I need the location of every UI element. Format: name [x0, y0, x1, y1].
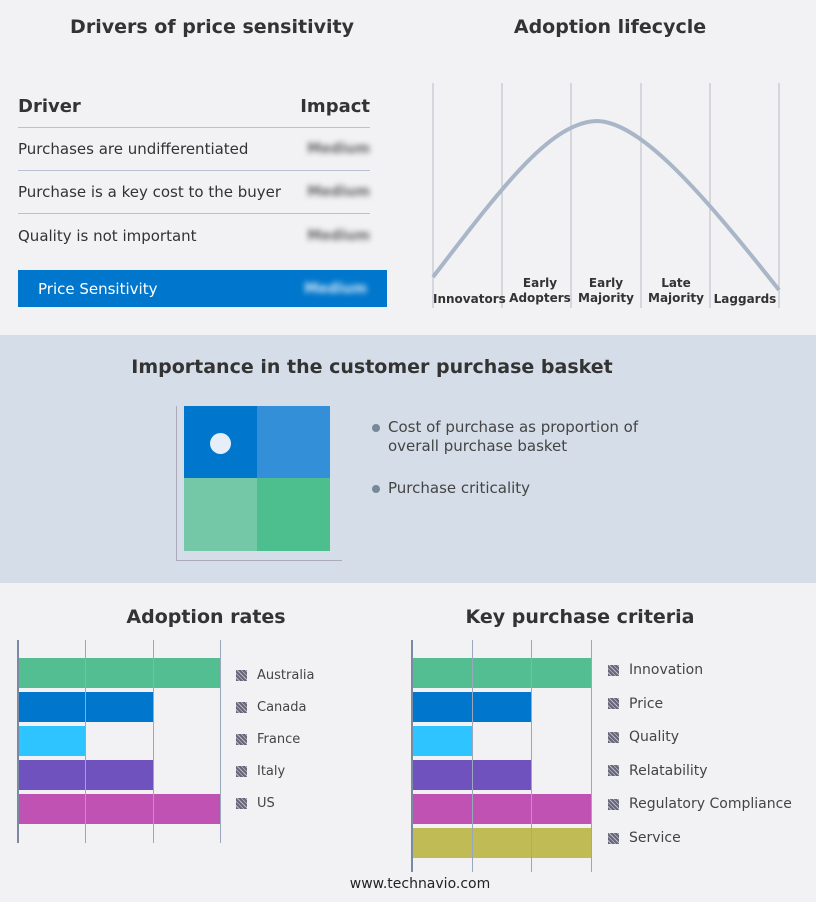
legend-swatch-icon: [608, 798, 619, 810]
gridline: [152, 640, 154, 843]
bar: [412, 726, 472, 756]
legend-swatch-icon: [608, 731, 619, 743]
impact-value: Medium: [307, 184, 370, 200]
driver-header: Driver: [18, 95, 81, 117]
matrix-quadrant: [184, 478, 257, 551]
lifecycle-title: Adoption lifecycle: [513, 16, 707, 38]
legend-swatch-icon: [236, 798, 247, 809]
legend-label: Regulatory Compliance: [629, 796, 792, 813]
matrix-quadrant: [257, 478, 330, 551]
impact-header: Impact: [300, 95, 370, 117]
impact-value: Medium: [307, 141, 370, 157]
summary-label: Price Sensitivity: [38, 279, 158, 298]
legend-swatch-icon: [608, 698, 619, 710]
driver-row: Quality is not important Medium: [18, 214, 370, 257]
purchase-criteria-title: Key purchase criteria: [465, 606, 695, 628]
basket-title: Importance in the customer purchase bask…: [131, 356, 613, 378]
legend-item: Innovation: [608, 662, 703, 678]
legend-item: Service: [608, 830, 681, 846]
legend-item: Quality: [608, 729, 679, 745]
driver-label: Purchases are undifferentiated: [18, 140, 249, 158]
footer-url: www.technavio.com: [349, 876, 491, 892]
legend-label: France: [257, 732, 301, 747]
axis-line: [17, 640, 19, 843]
bar: [18, 658, 220, 688]
bullet-icon: [372, 424, 380, 432]
legend-swatch-icon: [236, 670, 247, 681]
legend-label: Canada: [257, 700, 307, 715]
driver-row: Purchases are undifferentiated Medium: [18, 128, 370, 171]
legend-label: Australia: [257, 668, 315, 683]
legend-swatch-icon: [608, 664, 619, 676]
legend-label: Price: [629, 695, 664, 712]
legend-item: Price: [608, 696, 663, 712]
drivers-title: Drivers of price sensitivity: [70, 16, 354, 38]
matrix-quadrant: [257, 406, 330, 478]
driver-row: Purchase is a key cost to the buyer Mediu…: [18, 171, 370, 214]
legend-item: Regulatory Compliance: [608, 796, 792, 812]
legend-item: Canada: [236, 700, 306, 715]
matrix-axis-x: [176, 560, 342, 561]
drivers-header: Driver Impact: [18, 85, 370, 128]
bar: [412, 828, 591, 858]
legend-item: France: [236, 732, 300, 747]
stage-label: Early Adopters: [509, 276, 571, 305]
stage-label: Early Majority: [578, 276, 634, 305]
legend-item: US: [236, 796, 275, 811]
legend-label: Relatability: [629, 762, 708, 779]
bar: [412, 658, 591, 688]
stage-label: Innovators: [433, 292, 506, 306]
bar: [18, 794, 220, 824]
gridline: [220, 640, 221, 843]
legend-text: Cost of purchase as proportion of overal…: [388, 418, 639, 455]
legend-label: US: [257, 796, 275, 811]
adoption-rates-title: Adoption rates: [126, 606, 286, 628]
driver-label: Purchase is a key cost to the buyer: [18, 183, 282, 201]
legend-item: Australia: [236, 668, 315, 683]
basket-section: [0, 335, 816, 583]
position-marker: [210, 433, 231, 454]
legend-item: Relatability: [608, 763, 708, 779]
adoption-curve: [431, 118, 781, 292]
driver-label: Quality is not important: [18, 226, 197, 245]
gridline: [531, 640, 533, 872]
legend-swatch-icon: [608, 832, 619, 844]
legend-label: Innovation: [629, 662, 704, 678]
legend-swatch-icon: [236, 702, 247, 713]
legend-swatch-icon: [236, 734, 247, 745]
axis-line: [411, 640, 413, 872]
gridline: [591, 640, 592, 872]
legend-item: Italy: [236, 764, 285, 779]
bar: [18, 726, 86, 756]
summary-impact: Medium: [304, 280, 367, 297]
price-sensitivity-bar: Price Sensitivity Medium: [18, 270, 387, 307]
basket-legend-item: Cost of purchase as proportion of overal…: [372, 418, 642, 456]
gridline: [471, 640, 473, 872]
gridline: [85, 640, 87, 843]
legend-swatch-icon: [236, 766, 247, 777]
lifecycle-chart: [431, 83, 781, 308]
matrix-axis-y: [176, 406, 177, 561]
basket-legend-item: Purchase criticality: [372, 479, 642, 498]
legend-text: Purchase criticality: [388, 479, 531, 497]
legend-label: Quality: [629, 729, 680, 746]
legend-label: Italy: [257, 764, 286, 779]
impact-value: Medium: [307, 227, 370, 244]
legend-swatch-icon: [608, 765, 619, 777]
legend-label: Service: [629, 830, 681, 846]
stage-label: Laggards: [713, 292, 777, 306]
stage-label: Late Majority: [648, 276, 704, 305]
bullet-icon: [372, 485, 380, 493]
bar: [412, 794, 591, 824]
